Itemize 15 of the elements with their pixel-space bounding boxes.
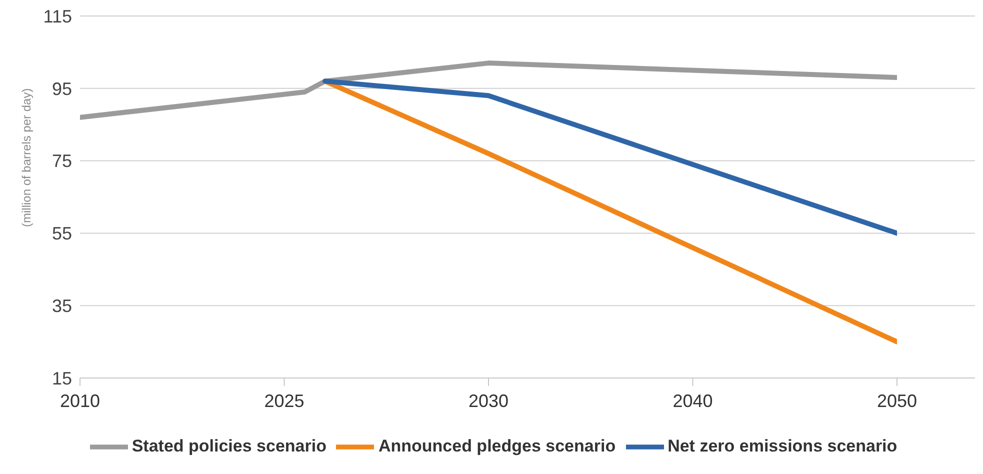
legend-label: Announced pledges scenario bbox=[378, 436, 616, 456]
x-tick-label: 2030 bbox=[468, 390, 509, 411]
y-tick-label: 95 bbox=[52, 78, 72, 99]
y-tick-label: 115 bbox=[43, 6, 72, 26]
y-axis-title: (million of barrels per day) bbox=[19, 88, 34, 227]
legend-label: Net zero emissions scenario bbox=[668, 436, 898, 456]
y-tick-label: 35 bbox=[52, 296, 72, 316]
legend-label: Stated policies scenario bbox=[132, 436, 326, 456]
y-tick-label: 15 bbox=[52, 368, 72, 388]
x-tick-label: 2040 bbox=[672, 390, 713, 411]
x-tick-label: 2010 bbox=[60, 390, 100, 411]
x-tick-label: 2025 bbox=[264, 390, 304, 411]
x-tick-label: 2050 bbox=[876, 390, 918, 411]
y-tick-label: 75 bbox=[52, 151, 72, 172]
y-tick-label: 55 bbox=[52, 224, 72, 244]
